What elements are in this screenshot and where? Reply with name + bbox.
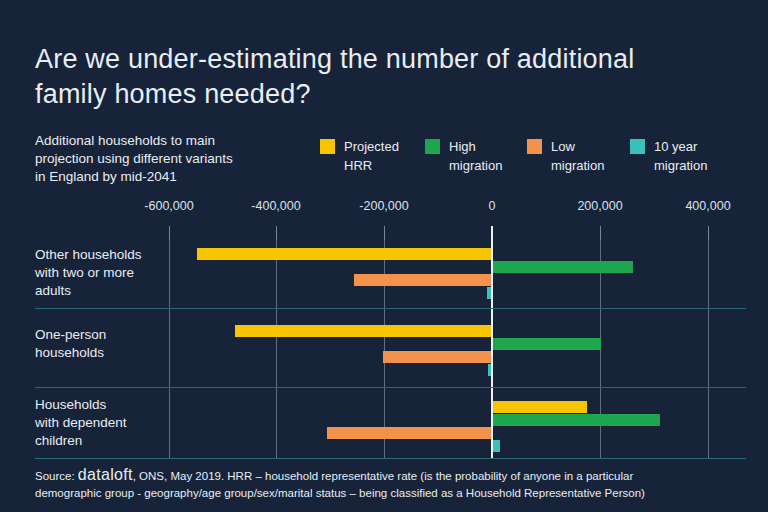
gridline [384, 240, 385, 458]
category-label: Other households with two or more adults [35, 246, 180, 300]
bar-10-year-migration [487, 287, 491, 299]
infographic-slide: Are we under-estimating the number of ad… [0, 0, 768, 512]
bar-high-migration [493, 414, 660, 426]
axis-tick [600, 226, 601, 240]
bar-high-migration [493, 261, 633, 273]
bar-projected-hrr [197, 248, 491, 260]
bar-10-year-migration [493, 440, 500, 452]
row-separator [35, 308, 746, 309]
dataloft-logo: dataloft [78, 466, 133, 483]
bar-low-migration [327, 427, 491, 439]
gridline [276, 240, 277, 458]
bar-high-migration [493, 338, 601, 350]
axis-tick-label: 400,000 [663, 199, 753, 213]
gridline [708, 240, 709, 458]
category-label: One-person households [35, 326, 180, 362]
plot-area: -600,000 -400,000 -200,000 0 200,000 400,000 O… [0, 0, 768, 512]
axis-tick [169, 226, 170, 240]
axis-tick [491, 226, 493, 240]
axis-tick [276, 226, 277, 240]
bar-low-migration [383, 351, 491, 363]
axis-tick [708, 226, 709, 240]
category-label: Households with dependent children [35, 396, 180, 450]
source-note: Source: dataloft, ONS, May 2019. HRR – h… [35, 466, 747, 502]
axis-tick-label: -600,000 [124, 199, 214, 213]
axis-tick [384, 226, 385, 240]
bar-10-year-migration [488, 364, 491, 376]
row-separator [35, 387, 746, 388]
axis-tick-label: -200,000 [339, 199, 429, 213]
bar-low-migration [354, 274, 491, 286]
bar-projected-hrr [235, 325, 491, 337]
row-separator [35, 458, 746, 459]
axis-tick-label: 0 [447, 199, 537, 213]
source-prefix: Source: [35, 470, 78, 482]
axis-tick-label: -400,000 [231, 199, 321, 213]
bar-projected-hrr [493, 401, 587, 413]
axis-tick-label: 200,000 [555, 199, 645, 213]
